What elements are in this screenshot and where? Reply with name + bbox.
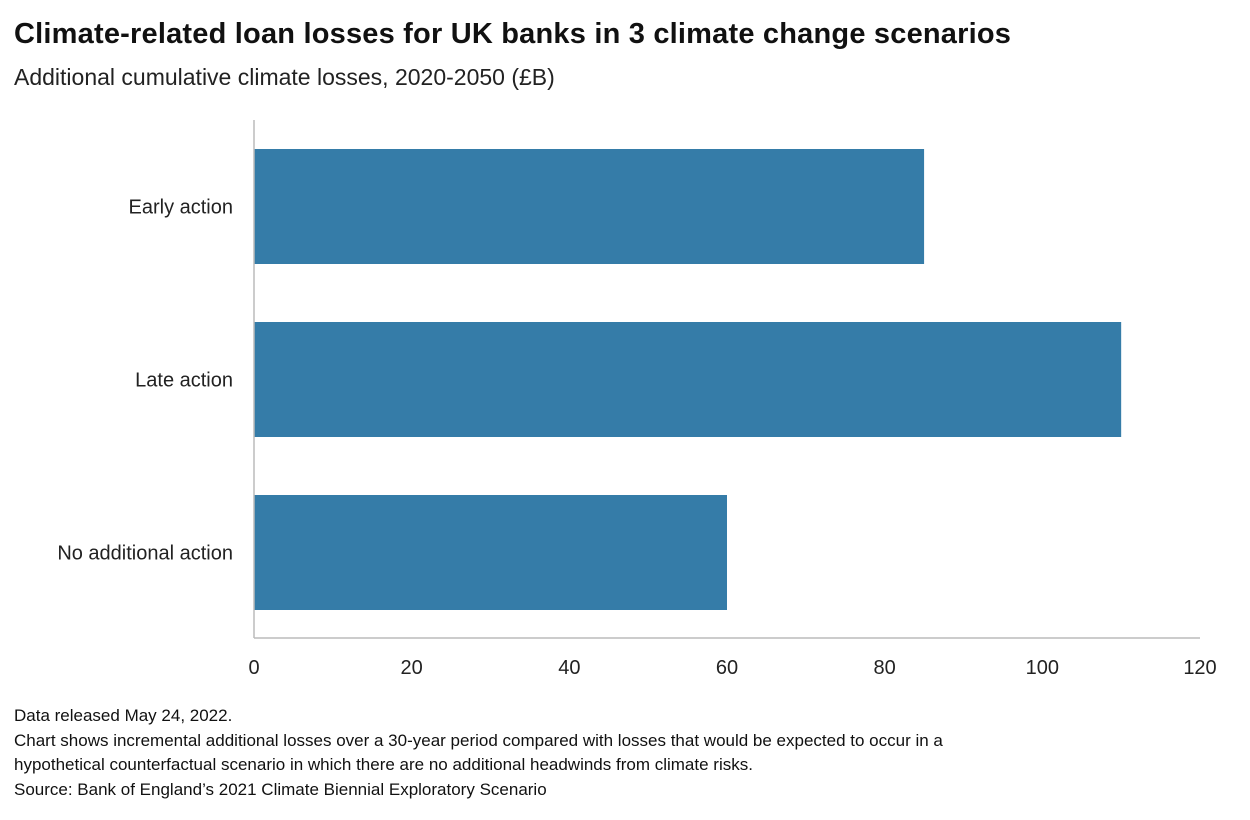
footnotes: Data released May 24, 2022. Chart shows … xyxy=(14,704,943,802)
release-date-note: Data released May 24, 2022. xyxy=(14,706,233,725)
source-note: Source: Bank of England’s 2021 Climate B… xyxy=(14,779,547,799)
x-tick-label: 60 xyxy=(716,657,738,679)
chart-title: Climate-related loan losses for UK banks… xyxy=(14,18,1012,50)
description-note-line1: Chart shows incremental additional losse… xyxy=(14,730,943,750)
bar-chart: Early action Late action No additional act… xyxy=(57,120,1217,679)
x-tick-label: 0 xyxy=(248,657,259,679)
description-note-line2: hypothetical counterfactual scenario in … xyxy=(14,755,753,774)
x-tick-label: 40 xyxy=(558,657,580,679)
category-label: Early action xyxy=(129,197,234,219)
bar-early-action xyxy=(254,149,925,264)
category-label: No additional action xyxy=(57,543,233,565)
x-tick-label: 100 xyxy=(1026,657,1059,679)
bar-no-additional-action xyxy=(254,495,727,610)
x-tick-label: 20 xyxy=(401,657,423,679)
category-label: Late action xyxy=(135,370,233,392)
x-tick-label: 120 xyxy=(1183,657,1216,679)
x-tick-label: 80 xyxy=(874,657,896,679)
bar-late-action xyxy=(254,322,1122,437)
chart-subtitle: Additional cumulative climate losses, 20… xyxy=(14,64,555,90)
